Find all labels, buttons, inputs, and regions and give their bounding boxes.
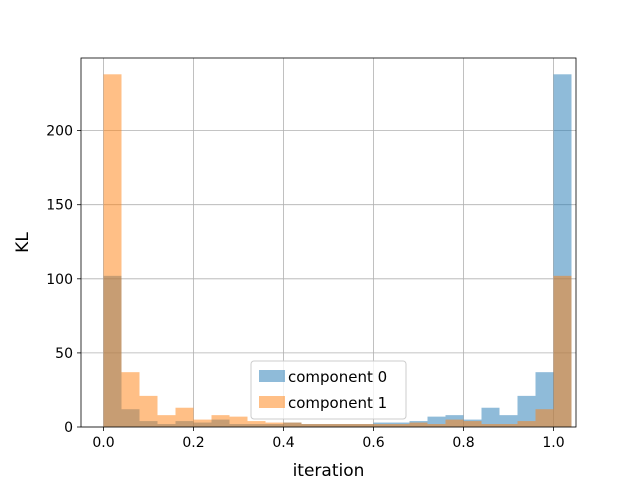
bar-series1-bin-5 bbox=[193, 419, 212, 427]
y-tick-label-0: 0 bbox=[64, 420, 73, 436]
legend-label-1: component 1 bbox=[288, 394, 387, 412]
bar-series1-bin-4 bbox=[175, 407, 194, 427]
bar-series0-bin-21 bbox=[481, 407, 500, 427]
histogram-bars bbox=[103, 74, 572, 427]
legend: component 0 component 1 bbox=[250, 360, 407, 420]
bar-series1-bin-23 bbox=[517, 421, 536, 427]
bar-series1-bin-10 bbox=[283, 422, 302, 427]
bar-series1-bin-15 bbox=[373, 424, 392, 427]
bar-series1-bin-25 bbox=[553, 275, 572, 427]
bar-series1-bin-14 bbox=[355, 424, 374, 427]
bar-series0-bin-22 bbox=[499, 415, 518, 427]
legend-label-0: component 0 bbox=[288, 368, 387, 386]
bar-series1-bin-0 bbox=[103, 74, 122, 427]
x-tick-label-0: 0.0 bbox=[92, 435, 114, 451]
legend-swatch-0 bbox=[259, 370, 285, 382]
y-tick-label-1: 50 bbox=[55, 346, 73, 362]
x-tick-label-5: 1.0 bbox=[542, 435, 564, 451]
x-tick-label-1: 0.2 bbox=[182, 435, 204, 451]
bar-series1-bin-22 bbox=[499, 424, 518, 427]
bar-series1-bin-13 bbox=[337, 424, 356, 427]
bar-series1-bin-21 bbox=[481, 424, 500, 427]
bar-series1-bin-1 bbox=[121, 372, 140, 427]
bar-series1-bin-3 bbox=[157, 415, 176, 427]
bar-series1-bin-19 bbox=[445, 419, 464, 427]
bar-series0-bin-23 bbox=[517, 395, 536, 427]
y-axis-ticks: 0 50 100 150 200 bbox=[46, 124, 81, 436]
bar-series1-bin-20 bbox=[463, 421, 482, 427]
legend-swatch-1 bbox=[259, 396, 285, 408]
x-tick-label-4: 0.8 bbox=[452, 435, 474, 451]
bar-series1-bin-24 bbox=[535, 409, 554, 427]
bar-series1-bin-18 bbox=[427, 424, 446, 427]
bar-series1-bin-6 bbox=[211, 415, 230, 427]
bar-series1-bin-9 bbox=[265, 422, 284, 427]
y-tick-label-2: 100 bbox=[46, 272, 73, 288]
bar-series1-bin-17 bbox=[409, 422, 428, 427]
y-axis-label: KL bbox=[13, 232, 33, 253]
x-axis-ticks: 0.0 0.2 0.4 0.6 0.8 1.0 bbox=[92, 427, 565, 451]
bar-series1-bin-16 bbox=[391, 424, 410, 427]
bar-series1-bin-7 bbox=[229, 416, 248, 427]
x-tick-label-2: 0.4 bbox=[272, 435, 294, 451]
bar-series0-bin-18 bbox=[427, 416, 446, 427]
x-axis-label: iteration bbox=[293, 461, 365, 480]
plot-frame bbox=[80, 57, 577, 428]
legend-box bbox=[250, 360, 407, 420]
y-tick-label-4: 200 bbox=[46, 124, 73, 140]
bar-series1-bin-12 bbox=[319, 424, 338, 427]
x-tick-label-3: 0.6 bbox=[362, 435, 384, 451]
bar-series1-bin-11 bbox=[301, 424, 320, 427]
bar-series1-bin-8 bbox=[247, 421, 266, 427]
bar-series1-bin-2 bbox=[139, 395, 158, 427]
y-tick-label-3: 150 bbox=[46, 198, 73, 214]
